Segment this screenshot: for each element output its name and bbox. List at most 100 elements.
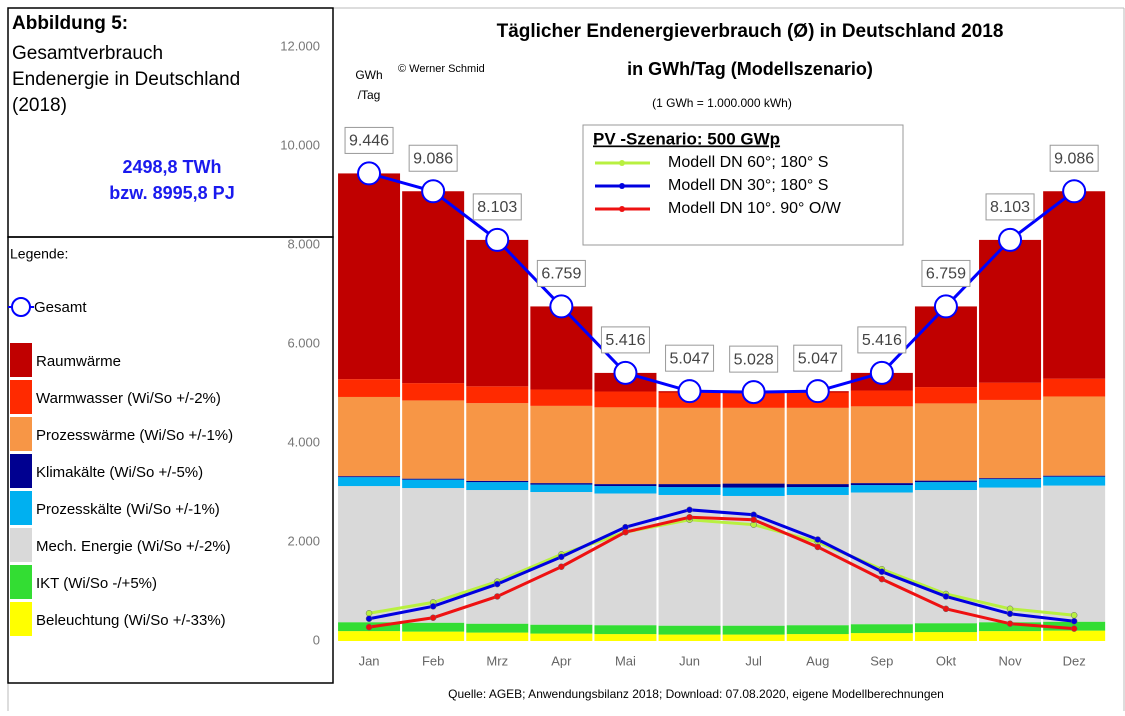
value-label-box — [729, 345, 779, 373]
bar-segment — [466, 239, 529, 387]
value-label: 6.759 — [926, 266, 966, 283]
value-label: 9.446 — [349, 133, 389, 150]
legend-box — [7, 236, 334, 684]
total-pj: bzw. 8995,8 PJ — [109, 183, 234, 203]
bar-segment — [402, 191, 465, 384]
bar-segment — [850, 624, 913, 634]
x-tick-label: Nov — [998, 653, 1022, 668]
bar-segment — [914, 480, 977, 483]
bar-segment — [914, 632, 977, 641]
pv-point — [365, 623, 373, 631]
legend-swatch — [10, 565, 32, 599]
bar-segment — [594, 625, 657, 635]
x-tick-label: Okt — [936, 653, 957, 668]
x-tick-label: Feb — [422, 653, 444, 668]
value-label-box — [472, 193, 522, 221]
pv-point — [878, 575, 886, 583]
bar-segment — [850, 492, 913, 625]
value-label-box — [921, 259, 971, 287]
x-tick-label: Mrz — [486, 653, 508, 668]
pv-point — [878, 568, 886, 575]
legend-label: Warmwasser (Wi/So +/-2%) — [36, 390, 221, 407]
legend-label: IKT (Wi/So -/+5%) — [36, 575, 157, 592]
bar-segment — [722, 407, 785, 484]
value-label-box — [408, 144, 458, 172]
bar-segment — [402, 479, 465, 489]
value-label: 5.416 — [605, 332, 645, 349]
bar-segment — [1043, 476, 1106, 486]
bar-segment — [979, 399, 1042, 479]
bar-segment — [530, 306, 593, 390]
legend-swatch — [10, 380, 32, 414]
total-point — [485, 227, 510, 252]
bar-segment — [402, 622, 465, 632]
bar-segment — [530, 389, 593, 406]
bar-segment — [850, 483, 913, 486]
bar-segment — [658, 407, 721, 485]
description: Gesamtverbrauch — [12, 43, 163, 64]
bar-segment — [338, 173, 401, 380]
copyright: © Werner Schmid — [398, 63, 485, 75]
value-label-box — [344, 126, 394, 154]
value-label: 8.103 — [990, 199, 1030, 216]
y-tick-label: 0 — [313, 632, 320, 647]
description: Endenergie in Deutschland — [12, 69, 240, 90]
bar-segment — [786, 625, 849, 635]
legend-swatch — [10, 454, 32, 488]
legend-label: Gesamt — [34, 299, 87, 316]
bar-segment — [530, 633, 593, 641]
pv-point — [622, 528, 629, 536]
pv-legend-title: PV -Szenario: 500 GWp — [593, 129, 780, 148]
total-point — [869, 360, 894, 385]
bar-segment — [658, 625, 721, 635]
note: (1 GWh = 1.000.000 kWh) — [652, 96, 792, 110]
bar-segment — [850, 633, 913, 641]
pv-point — [1006, 620, 1014, 627]
bar-segment — [1043, 475, 1106, 477]
pv-point — [1070, 612, 1078, 619]
bar-segment — [338, 476, 401, 478]
bar-segment — [1043, 378, 1106, 397]
chart-title: Täglicher Endenergieverbrauch (Ø) in Deu… — [497, 21, 1004, 42]
value-label: 9.086 — [1054, 150, 1094, 167]
value-label-box — [1049, 144, 1099, 172]
value-label-box — [857, 326, 907, 354]
bar-segment — [530, 624, 593, 634]
bar-segment — [1043, 191, 1106, 379]
description: (2018) — [12, 95, 67, 116]
pv-point — [814, 543, 821, 551]
bar-segment — [338, 477, 401, 487]
legend-label: Prozesswärme (Wi/So +/-1%) — [36, 427, 233, 444]
pv-point — [686, 514, 693, 521]
x-tick-label: Jul — [745, 653, 762, 668]
pv-point — [1070, 625, 1078, 632]
bar-segment — [402, 631, 465, 641]
y-tick-label: 2.000 — [287, 533, 320, 548]
bar-segment — [850, 485, 913, 493]
pv-point — [558, 553, 565, 561]
bar-segment — [338, 379, 401, 397]
bar-segment — [1043, 630, 1106, 641]
bar-segment — [594, 493, 657, 626]
bar-segment — [914, 403, 977, 481]
bar-segment — [1043, 485, 1106, 622]
total-point — [421, 179, 446, 204]
pv-legend-point — [619, 183, 625, 189]
y-tick-label: 12.000 — [280, 38, 320, 53]
bar-segment — [658, 634, 721, 641]
total-point — [998, 227, 1023, 252]
bar-segment — [914, 306, 977, 388]
value-label: 8.103 — [477, 199, 517, 216]
pv-point — [1070, 617, 1078, 625]
bar-segment — [658, 487, 721, 495]
bar-segment — [786, 634, 849, 641]
total-point — [741, 380, 766, 405]
pv-point — [942, 593, 950, 600]
total-twh: 2498,8 TWh — [122, 157, 221, 177]
bar-segment — [338, 631, 401, 641]
pv-point — [365, 610, 373, 617]
bar-segment — [1043, 396, 1106, 476]
legend-swatch — [10, 343, 32, 377]
bar-segment — [338, 486, 401, 623]
value-label: 9.086 — [413, 150, 453, 167]
